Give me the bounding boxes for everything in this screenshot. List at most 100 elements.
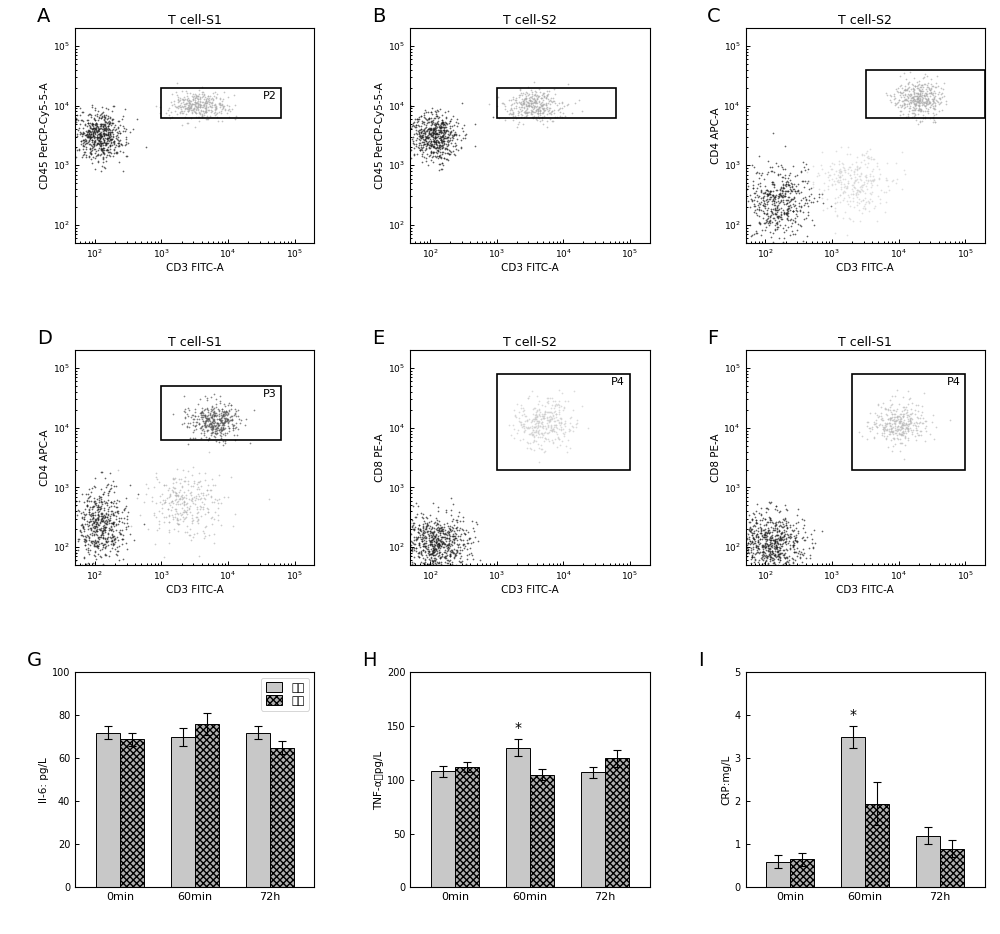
Point bbox=[82, 514, 98, 529]
Point bbox=[893, 406, 909, 421]
Point bbox=[768, 538, 784, 553]
Point bbox=[213, 411, 229, 426]
Point bbox=[771, 524, 787, 539]
Point bbox=[459, 552, 475, 567]
Point bbox=[888, 96, 904, 111]
Point bbox=[889, 408, 905, 423]
Point bbox=[425, 525, 441, 540]
Point bbox=[412, 521, 428, 536]
Point bbox=[188, 421, 204, 436]
Point bbox=[106, 519, 122, 534]
Point bbox=[85, 533, 101, 548]
Point bbox=[533, 91, 549, 106]
Point bbox=[92, 516, 108, 531]
Point bbox=[511, 105, 527, 120]
Point bbox=[779, 207, 795, 222]
Point bbox=[87, 514, 103, 529]
Point bbox=[221, 403, 237, 418]
Point bbox=[433, 150, 449, 165]
Point bbox=[418, 519, 434, 534]
Point bbox=[535, 418, 551, 433]
Point bbox=[432, 148, 448, 163]
Point bbox=[160, 502, 176, 517]
Point bbox=[878, 417, 894, 432]
Point bbox=[190, 516, 206, 531]
Point bbox=[90, 507, 106, 522]
Point bbox=[197, 473, 213, 488]
Point bbox=[209, 109, 225, 124]
Point bbox=[426, 515, 442, 530]
Point bbox=[526, 432, 542, 447]
Point bbox=[459, 542, 475, 557]
Point bbox=[780, 208, 796, 223]
Point bbox=[94, 526, 110, 541]
Point bbox=[736, 534, 752, 549]
Point bbox=[509, 96, 525, 111]
Point bbox=[92, 502, 108, 517]
Point bbox=[851, 168, 867, 183]
Point bbox=[93, 134, 109, 149]
Point bbox=[893, 418, 909, 433]
Point bbox=[767, 548, 783, 563]
Point bbox=[523, 425, 539, 440]
Point bbox=[428, 134, 444, 149]
Point bbox=[453, 532, 469, 547]
Point bbox=[899, 403, 915, 417]
Point bbox=[96, 508, 112, 523]
Point bbox=[190, 491, 206, 506]
Point bbox=[216, 85, 232, 100]
Point bbox=[93, 110, 109, 125]
Point bbox=[420, 121, 436, 136]
Point bbox=[220, 413, 236, 428]
Point bbox=[184, 105, 200, 120]
Point bbox=[218, 405, 234, 420]
Point bbox=[211, 417, 227, 432]
Point bbox=[436, 587, 452, 601]
Point bbox=[209, 493, 225, 508]
Point bbox=[770, 552, 786, 567]
Point bbox=[513, 100, 529, 115]
Point bbox=[428, 125, 444, 140]
Point bbox=[909, 89, 925, 104]
Point bbox=[454, 554, 470, 569]
Point bbox=[754, 529, 770, 544]
Point bbox=[743, 541, 759, 556]
Point bbox=[431, 137, 447, 152]
Point bbox=[174, 106, 190, 120]
Point bbox=[431, 138, 447, 153]
Point bbox=[207, 97, 223, 112]
Point bbox=[188, 103, 204, 118]
Point bbox=[74, 128, 90, 143]
Point bbox=[216, 98, 232, 113]
Point bbox=[429, 149, 445, 163]
Point bbox=[442, 549, 458, 564]
Point bbox=[210, 416, 226, 431]
Point bbox=[209, 419, 225, 434]
Point bbox=[203, 389, 219, 404]
Point bbox=[537, 403, 553, 418]
Point bbox=[739, 567, 755, 582]
Point bbox=[920, 106, 936, 120]
Point bbox=[227, 432, 243, 447]
Point bbox=[199, 411, 215, 426]
Point bbox=[524, 91, 540, 106]
Point bbox=[207, 107, 223, 122]
Point bbox=[438, 502, 454, 517]
Point bbox=[172, 105, 188, 120]
Point bbox=[100, 512, 116, 527]
Point bbox=[430, 517, 446, 531]
Point bbox=[763, 189, 779, 204]
Point bbox=[778, 192, 794, 207]
Point bbox=[437, 550, 453, 565]
Point bbox=[547, 432, 563, 446]
Point bbox=[741, 515, 757, 530]
Point bbox=[537, 103, 553, 118]
Point bbox=[842, 160, 858, 175]
Point bbox=[772, 186, 788, 201]
Point bbox=[860, 415, 876, 430]
Point bbox=[90, 120, 106, 135]
Point bbox=[751, 506, 767, 521]
Point bbox=[93, 120, 109, 135]
Point bbox=[745, 505, 761, 520]
Point bbox=[85, 505, 101, 520]
